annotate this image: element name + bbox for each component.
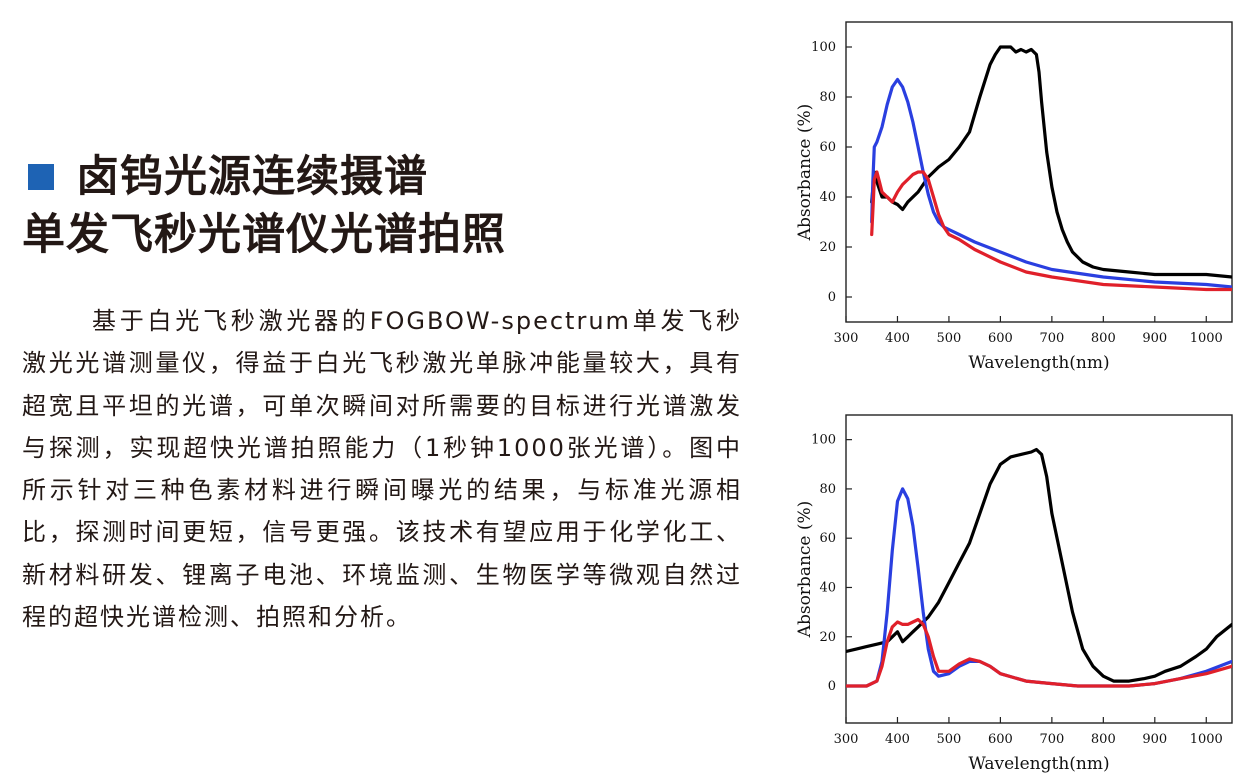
y-axis-label: Absorbance (%) [795,104,815,242]
plot-frame [845,414,1233,724]
x-tick-label-900: 900 [1142,331,1167,346]
x-tick-label-1000: 1000 [1190,732,1223,747]
absorbance-chart-bottom: 300 400 500 600 700 800 900 1000 0 20 40 60 80 100 Wav… [780,405,1242,777]
y-tick-label-100: 100 [811,40,836,55]
x-tick-label-500: 500 [937,331,962,346]
body-text: 基于白光飞秒激光器的FOGBOW-spectrum单发飞秒激光光谱测量仪，得益于… [22,300,742,638]
y-tick-label-20: 20 [819,240,836,255]
y-tick-label-100: 100 [811,433,836,448]
x-tick-label-400: 400 [885,331,910,346]
x-tick-label-300: 300 [834,732,859,747]
y-tick-label-0: 0 [828,290,836,305]
y-tick-label-20: 20 [819,630,836,645]
x-tick-label-600: 600 [988,732,1013,747]
x-tick-label-600: 600 [988,331,1013,346]
y-tick-label-80: 80 [819,482,836,497]
series-line-0 [846,447,1232,683]
x-tick-label-300: 300 [834,331,859,346]
y-axis-label: Absorbance (%) [795,501,815,639]
x-tick-label-400: 400 [885,732,910,747]
x-axis-label: Wavelength(nm) [968,353,1109,373]
y-tick-label-40: 40 [819,580,836,595]
chart-svg-bottom: 300 400 500 600 700 800 900 1000 0 20 40 60 80 100 Wav… [795,414,1233,774]
series-line-2 [870,170,1232,292]
x-axis-label: Wavelength(nm) [968,754,1109,774]
body-paragraph: 基于白光飞秒激光器的FOGBOW-spectrum单发飞秒激光光谱测量仪，得益于… [22,307,742,632]
y-tick-label-80: 80 [819,90,836,105]
x-tick-label-800: 800 [1091,331,1116,346]
title-line-1: 卤钨光源连续摄谱 [22,148,506,206]
series-line-1 [870,77,1232,289]
plot-frame [845,21,1233,323]
y-tick-label-40: 40 [819,190,836,205]
series-line-0 [870,45,1232,279]
y-tick-label-0: 0 [828,679,836,694]
x-tick-label-800: 800 [1091,732,1116,747]
y-tick-label-60: 60 [819,531,836,546]
x-tick-label-700: 700 [1039,331,1064,346]
series-line-2 [846,617,1232,688]
x-tick-label-1000: 1000 [1190,331,1223,346]
square-bullet-icon [28,164,54,190]
title-text-1: 卤钨光源连续摄谱 [76,152,428,202]
x-tick-label-900: 900 [1142,732,1167,747]
x-tick-label-700: 700 [1039,732,1064,747]
chart-svg-top: 300 400 500 600 700 800 900 1000 0 20 40 60 80 100 Wav… [795,21,1233,373]
x-tick-label-500: 500 [937,732,962,747]
y-tick-label-60: 60 [819,140,836,155]
absorbance-chart-top: 300 400 500 600 700 800 900 1000 0 20 40 60 80 100 Wav… [780,10,1242,385]
series-line-1 [846,487,1232,688]
title-block: 卤钨光源连续摄谱 单发飞秒光谱仪光谱拍照 [22,148,506,264]
title-line-2: 单发飞秒光谱仪光谱拍照 [22,210,506,260]
